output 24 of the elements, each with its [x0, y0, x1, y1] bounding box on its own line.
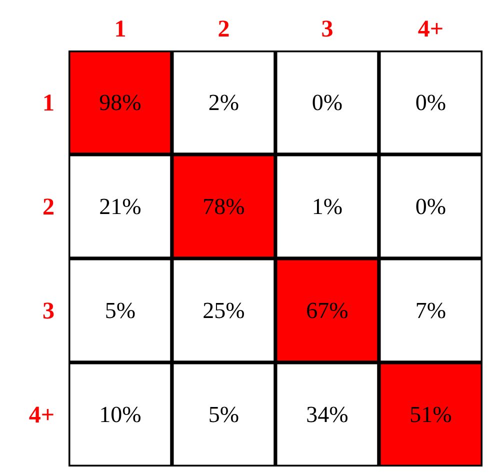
y-tick-label: 2: [42, 194, 54, 220]
y-tick-label: 1: [42, 90, 54, 116]
data-label: 5%: [208, 402, 240, 427]
data-label: 34%: [306, 402, 348, 427]
y-tick-label: 4+: [28, 402, 55, 428]
data-label: 0%: [415, 194, 446, 219]
data-label: 5%: [104, 298, 136, 323]
x-tick-label: 2: [218, 16, 230, 42]
data-label: 2%: [208, 90, 240, 115]
x-tick-label: 4+: [418, 16, 444, 42]
data-label: 25%: [202, 298, 245, 323]
data-label: 7%: [415, 298, 446, 323]
x-tick-label: 1: [114, 16, 126, 42]
data-label: 10%: [99, 402, 142, 427]
data-label: 0%: [415, 90, 446, 115]
y-tick-label: 3: [42, 298, 54, 324]
data-label: 78%: [202, 194, 245, 219]
data-label: 98%: [99, 90, 142, 115]
data-label: 51%: [410, 402, 452, 427]
data-label: 1%: [312, 194, 343, 219]
data-label: 0%: [312, 90, 343, 115]
data-label: 21%: [99, 194, 142, 219]
x-tick-label: 3: [321, 16, 334, 42]
data-label: 67%: [306, 298, 348, 323]
